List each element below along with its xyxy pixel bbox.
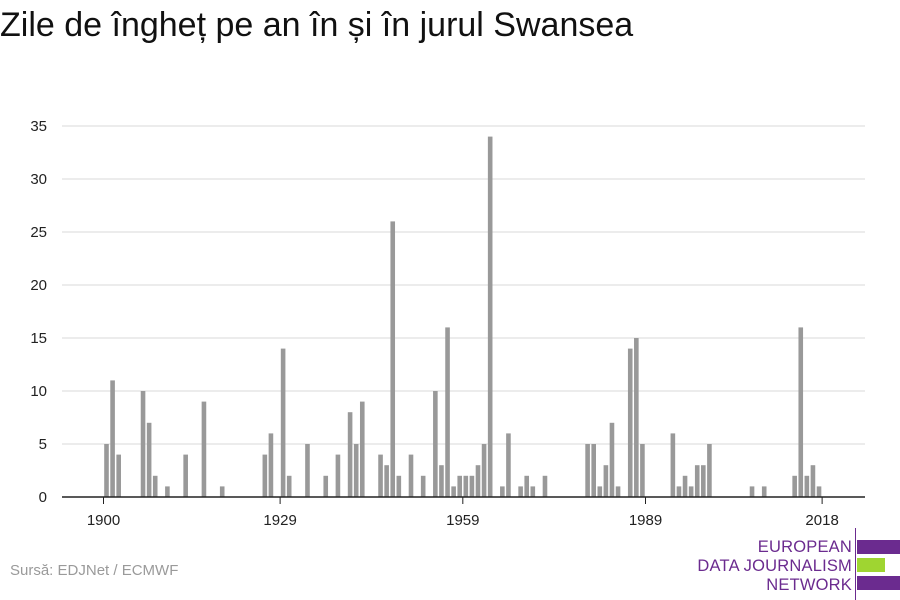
bar bbox=[585, 444, 590, 497]
y-tick-label: 10 bbox=[30, 383, 47, 400]
bar bbox=[469, 475, 475, 497]
bar bbox=[183, 454, 188, 497]
y-tick-label: 25 bbox=[30, 224, 47, 241]
bar bbox=[798, 327, 804, 497]
bar bbox=[816, 486, 822, 497]
bar bbox=[116, 454, 121, 497]
bar bbox=[420, 475, 426, 497]
bar bbox=[408, 454, 414, 497]
x-tick-label: 2018 bbox=[805, 512, 838, 529]
bar bbox=[676, 486, 682, 497]
bar bbox=[219, 486, 225, 497]
bar bbox=[804, 475, 810, 497]
bar bbox=[530, 486, 536, 497]
bar bbox=[506, 433, 511, 497]
y-tick-label: 30 bbox=[30, 171, 47, 188]
logo-bar-bottom bbox=[857, 576, 900, 590]
bar bbox=[524, 475, 530, 497]
bar bbox=[597, 486, 603, 497]
bar bbox=[262, 454, 268, 497]
y-tick-label: 20 bbox=[30, 277, 47, 294]
bar bbox=[670, 433, 676, 497]
bar bbox=[475, 465, 481, 497]
bar bbox=[384, 465, 389, 497]
bar bbox=[445, 327, 450, 497]
bar bbox=[104, 444, 109, 497]
y-tick-label: 5 bbox=[39, 436, 47, 453]
bar bbox=[487, 136, 493, 497]
bar bbox=[280, 348, 286, 497]
bar bbox=[749, 486, 755, 497]
bar bbox=[433, 391, 438, 497]
logo-divider bbox=[855, 528, 856, 600]
bar bbox=[335, 454, 341, 497]
bar bbox=[305, 444, 310, 497]
gridlines bbox=[62, 125, 865, 445]
y-tick-label: 35 bbox=[30, 118, 47, 135]
bar bbox=[463, 475, 469, 497]
source-note: Sursă: EDJNet / ECMWF bbox=[10, 562, 179, 579]
logo-text-line-2: DATA JOURNALISM bbox=[697, 557, 852, 575]
bar bbox=[481, 444, 487, 497]
x-tick-label: 1900 bbox=[87, 512, 120, 529]
bar bbox=[146, 422, 152, 497]
bar bbox=[268, 433, 274, 497]
bar bbox=[390, 221, 396, 497]
bar bbox=[707, 444, 712, 497]
bar bbox=[688, 486, 694, 497]
bar bbox=[378, 454, 383, 497]
logo-text-line-3: NETWORK bbox=[766, 576, 852, 594]
bar bbox=[286, 475, 292, 497]
logo-bar-top bbox=[857, 540, 900, 554]
bar bbox=[359, 401, 365, 497]
y-axis-ticks: 0 5 10 15 20 25 30 35 bbox=[30, 118, 47, 506]
bar bbox=[609, 422, 615, 497]
bar bbox=[591, 444, 596, 497]
x-tick-label: 1959 bbox=[446, 512, 479, 529]
bar bbox=[347, 412, 353, 497]
bar bbox=[110, 380, 115, 497]
y-tick-label: 0 bbox=[39, 489, 47, 506]
logo-bar-middle bbox=[857, 558, 885, 572]
x-tick-label: 1989 bbox=[629, 512, 662, 529]
bar bbox=[451, 486, 456, 497]
x-axis-ticks: 1900 1929 1959 1989 2018 bbox=[87, 497, 839, 529]
bar bbox=[165, 486, 170, 497]
bar bbox=[457, 475, 463, 497]
bar bbox=[353, 444, 359, 497]
bar bbox=[615, 486, 621, 497]
bar bbox=[396, 475, 402, 497]
x-tick-label: 1929 bbox=[263, 512, 296, 529]
logo-text-line-1: EUROPEAN bbox=[757, 538, 852, 556]
bar bbox=[761, 486, 767, 497]
bar bbox=[500, 486, 505, 497]
bar bbox=[694, 465, 700, 497]
bar bbox=[323, 475, 329, 497]
y-tick-label: 15 bbox=[30, 330, 47, 347]
chart-title: Zile de îngheț pe an în și în jurul Swan… bbox=[0, 6, 634, 44]
bar bbox=[140, 391, 146, 497]
bar bbox=[627, 348, 633, 497]
bar bbox=[201, 401, 207, 497]
bar bbox=[542, 475, 548, 497]
bar bbox=[518, 486, 523, 497]
edjnet-logo: EUROPEAN DATA JOURNALISM NETWORK bbox=[697, 528, 900, 600]
bars bbox=[104, 136, 822, 497]
bar bbox=[152, 475, 158, 497]
bar bbox=[701, 465, 706, 497]
bar bbox=[439, 465, 444, 497]
bar bbox=[634, 338, 639, 497]
bar bbox=[792, 475, 797, 497]
bar bbox=[640, 444, 645, 497]
bar bbox=[682, 475, 688, 497]
bar bbox=[810, 465, 816, 497]
bar bbox=[603, 465, 609, 497]
